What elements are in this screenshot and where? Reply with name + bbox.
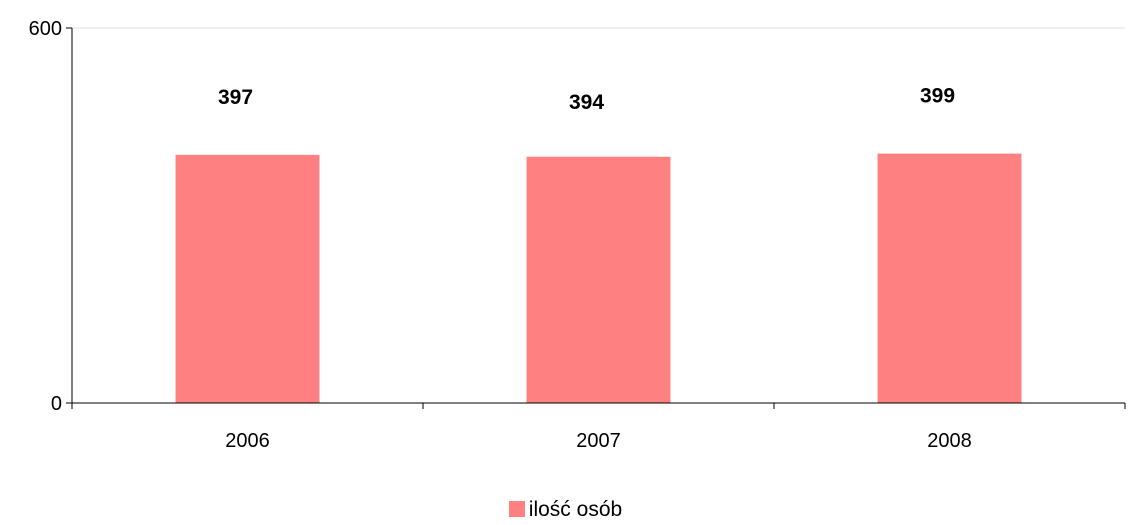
x-tick-label-2008: 2008 (927, 430, 972, 452)
data-label-2006: 397 (218, 86, 253, 109)
data-labels-group: 397 394 399 (218, 85, 955, 114)
bars-group (175, 153, 1022, 403)
bar-2006 (175, 154, 320, 403)
y-tick-label-0: 0 (51, 393, 62, 415)
legend-swatch (508, 501, 525, 517)
bar-2008 (877, 153, 1022, 403)
y-tick-label-600: 600 (29, 18, 62, 40)
data-label-2008: 399 (920, 85, 955, 108)
bar-2007 (526, 156, 671, 403)
y-ticks-group: 0 600 (29, 18, 72, 415)
x-tick-label-2007: 2007 (576, 430, 621, 452)
legend-label: ilość osób (528, 498, 623, 521)
legend: ilość osób (0, 498, 1131, 522)
data-label-2007: 394 (569, 91, 604, 114)
x-ticks-group: 2006 2007 2008 (71, 403, 1126, 452)
x-tick-label-2006: 2006 (225, 430, 270, 452)
